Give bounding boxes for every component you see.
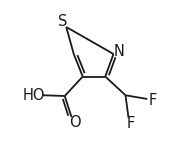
Text: F: F: [149, 93, 157, 108]
Text: HO: HO: [23, 88, 45, 104]
Text: S: S: [58, 14, 67, 29]
Text: O: O: [69, 115, 80, 130]
Text: F: F: [127, 116, 135, 130]
Text: N: N: [114, 44, 125, 59]
